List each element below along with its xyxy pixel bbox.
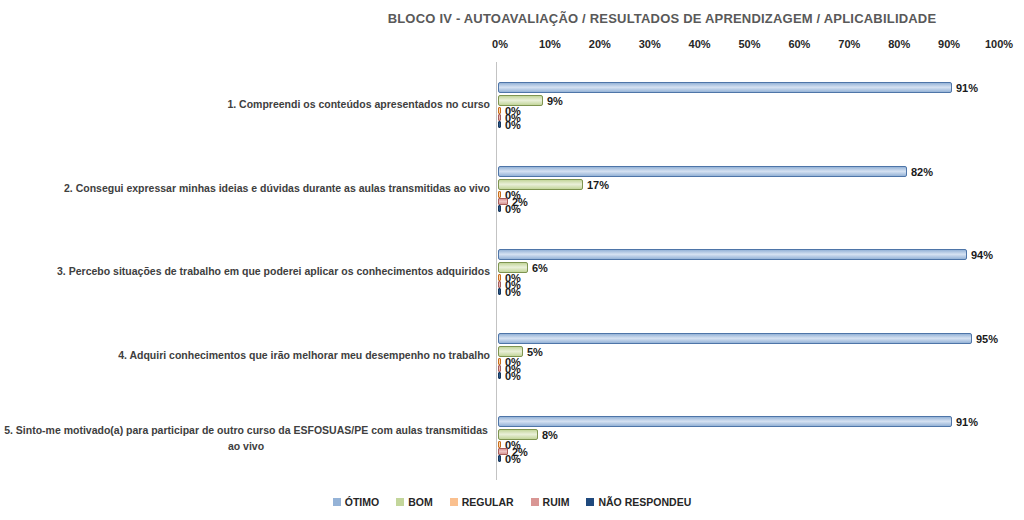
x-tick-label: 90% bbox=[927, 38, 971, 50]
bar-ótimo bbox=[498, 166, 907, 177]
data-label: 95% bbox=[976, 333, 998, 345]
legend-label: ÓTIMO bbox=[345, 496, 379, 508]
legend-swatch bbox=[586, 498, 594, 506]
data-label: 91% bbox=[956, 416, 978, 428]
x-tick-label: 80% bbox=[877, 38, 921, 50]
data-label: 0% bbox=[505, 286, 521, 298]
legend-item: ÓTIMO bbox=[333, 496, 379, 508]
bar-regular bbox=[498, 441, 501, 448]
chart-canvas: BLOCO IV - AUTOAVALIAÇÃO / RESULTADOS DE… bbox=[0, 0, 1024, 520]
x-axis: 0% 10% 20% 30% 40% 50% 60% 70% 80% 90% 100% bbox=[0, 38, 1024, 52]
legend-label: NÃO RESPONDEU bbox=[598, 496, 691, 508]
x-tick-label: 70% bbox=[827, 38, 871, 50]
bar-não-respondeu bbox=[498, 372, 501, 379]
legend-label: BOM bbox=[408, 496, 433, 508]
legend-swatch bbox=[396, 498, 404, 506]
bar-não-respondeu bbox=[498, 205, 501, 212]
legend-swatch bbox=[450, 498, 458, 506]
x-tick-label: 60% bbox=[777, 38, 821, 50]
bar-regular bbox=[498, 358, 501, 365]
bar-ótimo bbox=[498, 82, 952, 93]
data-label: 8% bbox=[542, 429, 558, 441]
legend: ÓTIMO BOM REGULAR RUIM NÃO RESPONDEU bbox=[0, 496, 1024, 508]
data-label: 17% bbox=[587, 179, 609, 191]
data-label: 82% bbox=[911, 166, 933, 178]
legend-swatch bbox=[531, 498, 539, 506]
y-axis-line bbox=[496, 62, 497, 480]
category-label: 1. Compreendi os conteúdos apresentados … bbox=[2, 97, 490, 113]
data-label: 6% bbox=[532, 262, 548, 274]
bar-ruim bbox=[498, 114, 501, 121]
bar-não-respondeu bbox=[498, 455, 501, 462]
legend-swatch bbox=[333, 498, 341, 506]
chart-title: BLOCO IV - AUTOAVALIAÇÃO / RESULTADOS DE… bbox=[300, 11, 1024, 26]
legend-label: REGULAR bbox=[462, 496, 514, 508]
data-label: 0% bbox=[505, 203, 521, 215]
bar-ótimo bbox=[498, 249, 967, 260]
x-tick-label: 0% bbox=[478, 38, 522, 50]
x-tick-label: 100% bbox=[977, 38, 1021, 50]
bar-não-respondeu bbox=[498, 288, 501, 295]
legend-item: REGULAR bbox=[450, 496, 514, 508]
category-label: 4. Adquiri conhecimentos que irão melhor… bbox=[2, 348, 490, 364]
category-label: 3. Percebo situações de trabalho em que … bbox=[2, 264, 490, 280]
bar-regular bbox=[498, 191, 501, 198]
bar-ruim bbox=[498, 365, 501, 372]
data-label: 0% bbox=[505, 370, 521, 382]
data-label: 5% bbox=[527, 346, 543, 358]
data-label: 9% bbox=[547, 95, 563, 107]
category-label: 5. Sinto-me motivado(a) para participar … bbox=[2, 424, 490, 456]
data-label: 0% bbox=[505, 119, 521, 131]
x-tick-label: 20% bbox=[578, 38, 622, 50]
bar-regular bbox=[498, 107, 501, 114]
category-label: 2. Consegui expressar minhas ideias e dú… bbox=[2, 181, 490, 197]
x-tick-label: 50% bbox=[728, 38, 772, 50]
x-tick-label: 10% bbox=[528, 38, 572, 50]
legend-label: RUIM bbox=[543, 496, 570, 508]
bar-regular bbox=[498, 274, 501, 281]
legend-item: NÃO RESPONDEU bbox=[586, 496, 691, 508]
bar-ruim bbox=[498, 281, 501, 288]
x-tick-label: 40% bbox=[678, 38, 722, 50]
data-label: 0% bbox=[505, 453, 521, 465]
x-tick-label: 30% bbox=[628, 38, 672, 50]
data-label: 91% bbox=[956, 82, 978, 94]
legend-item: RUIM bbox=[531, 496, 570, 508]
bar-ótimo bbox=[498, 416, 952, 427]
bar-não-respondeu bbox=[498, 121, 501, 128]
bar-ótimo bbox=[498, 333, 972, 344]
data-label: 94% bbox=[971, 249, 993, 261]
legend-item: BOM bbox=[396, 496, 433, 508]
